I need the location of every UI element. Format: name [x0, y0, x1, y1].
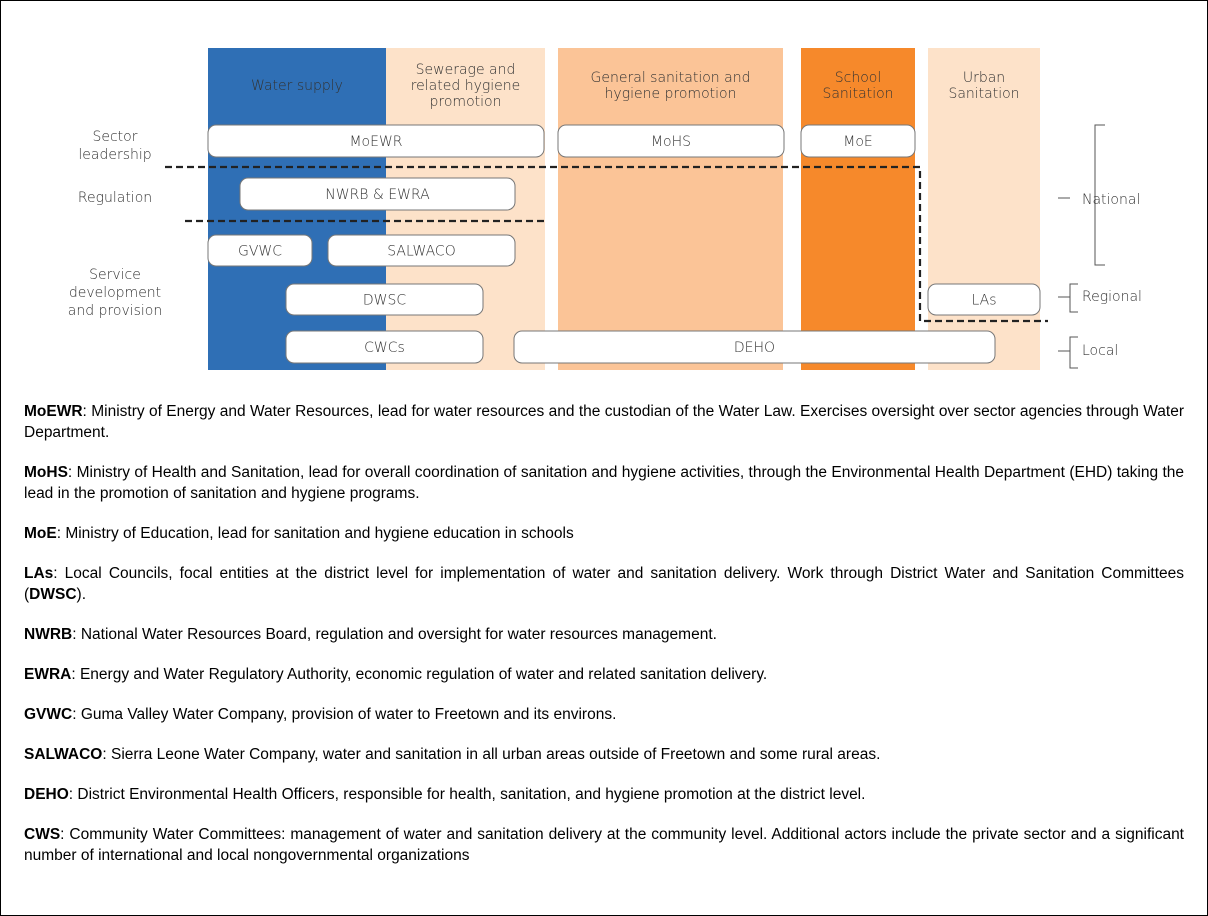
column-header: related hygiene: [411, 78, 521, 94]
row-label: Sector: [92, 129, 137, 145]
actor-label: DEHO: [734, 340, 775, 356]
bracket: [1058, 124, 1105, 266]
definition: MoE: Ministry of Education, lead for san…: [24, 523, 1184, 544]
dashed-line: [165, 165, 1048, 323]
column-header: promotion: [430, 94, 502, 110]
description: : National Water Resources Board, regula…: [72, 626, 717, 643]
actor-box: [327, 234, 516, 267]
bracket: [1058, 283, 1078, 313]
term: MoEWR: [24, 403, 83, 420]
row-label: Service: [89, 267, 141, 283]
definition: DEHO: District Environmental Health Offi…: [24, 784, 1184, 805]
description: ).: [76, 586, 86, 603]
column-header: School: [835, 70, 881, 86]
column-header: Urban: [963, 70, 1005, 86]
term: CWS: [24, 826, 61, 843]
actor-label: GVWC: [238, 244, 282, 260]
actor-box: [207, 234, 313, 267]
actor-label: CWCs: [364, 340, 405, 356]
actor-label: DWSC: [363, 293, 407, 309]
column-header: Sewerage and: [416, 62, 516, 78]
term: NWRB: [24, 626, 73, 643]
term: DWSC: [29, 586, 77, 603]
term: GVWC: [24, 706, 73, 723]
definition: SALWACO: Sierra Leone Water Company, wat…: [24, 744, 1184, 765]
description: : District Environmental Health Officers…: [68, 786, 866, 803]
row-label: leadership: [78, 147, 151, 163]
description: : Ministry of Energy and Water Resources…: [24, 403, 1184, 441]
actor-box: [927, 283, 1041, 316]
actor-label: NWRB & EWRA: [325, 187, 430, 203]
definition: MoHS: Ministry of Health and Sanitation,…: [24, 462, 1184, 504]
column: [558, 48, 783, 370]
description: : Sierra Leone Water Company, water and …: [102, 746, 881, 763]
actor-box: [285, 283, 484, 316]
column: [801, 48, 915, 370]
actor-box: [557, 124, 785, 158]
column-header: Water supply: [251, 78, 343, 94]
term: EWRA: [24, 666, 72, 683]
description: : Community Water Committees: management…: [24, 826, 1184, 864]
column-header: Sanitation: [948, 86, 1019, 102]
definition: GVWC: Guma Valley Water Company, provisi…: [24, 704, 1184, 725]
actor-box: [239, 177, 516, 211]
definition: CWS: Community Water Committees: managem…: [24, 824, 1184, 866]
actor-label: SALWACO: [387, 244, 455, 260]
column: [928, 48, 1040, 370]
description: : Ministry of Health and Sanitation, lea…: [24, 464, 1184, 502]
bracket: [1058, 336, 1078, 369]
term: MoHS: [24, 464, 68, 481]
actor-box: [285, 330, 484, 364]
actor-label: MoHS: [651, 134, 691, 150]
row-label: Regulation: [78, 190, 152, 206]
definition: NWRB: National Water Resources Board, re…: [24, 624, 1184, 645]
term: MoE: [24, 525, 57, 542]
actor-box: [800, 124, 916, 158]
column-header: Sanitation: [822, 86, 893, 102]
row-label: development: [69, 285, 161, 301]
column-header: General sanitation and: [591, 70, 751, 86]
actor-box: [513, 330, 996, 364]
level-label: National: [1082, 192, 1140, 208]
term: SALWACO: [24, 746, 103, 763]
level-label: Regional: [1082, 289, 1142, 305]
actor-label: MoEWR: [349, 134, 402, 150]
description: : Ministry of Education, lead for sanita…: [56, 525, 574, 542]
definition: LAs: Local Councils, focal entities at t…: [24, 563, 1184, 605]
level-label: Local: [1082, 343, 1118, 359]
actor-label: LAs: [972, 293, 997, 309]
column-header: hygiene promotion: [605, 86, 737, 102]
description: : Guma Valley Water Company, provision o…: [72, 706, 617, 723]
actor-box: [207, 124, 545, 158]
definition: MoEWR: Ministry of Energy and Water Reso…: [24, 401, 1184, 443]
actor-label: MoE: [843, 134, 873, 150]
definition: EWRA: Energy and Water Regulatory Author…: [24, 664, 1184, 685]
row-label: and provision: [68, 303, 163, 319]
term: LAs: [24, 565, 54, 582]
definitions: MoEWR: Ministry of Energy and Water Reso…: [24, 401, 1184, 885]
description: : Local Councils, focal entities at the …: [24, 565, 1184, 603]
description: : Energy and Water Regulatory Authority,…: [71, 666, 768, 683]
term: DEHO: [24, 786, 69, 803]
